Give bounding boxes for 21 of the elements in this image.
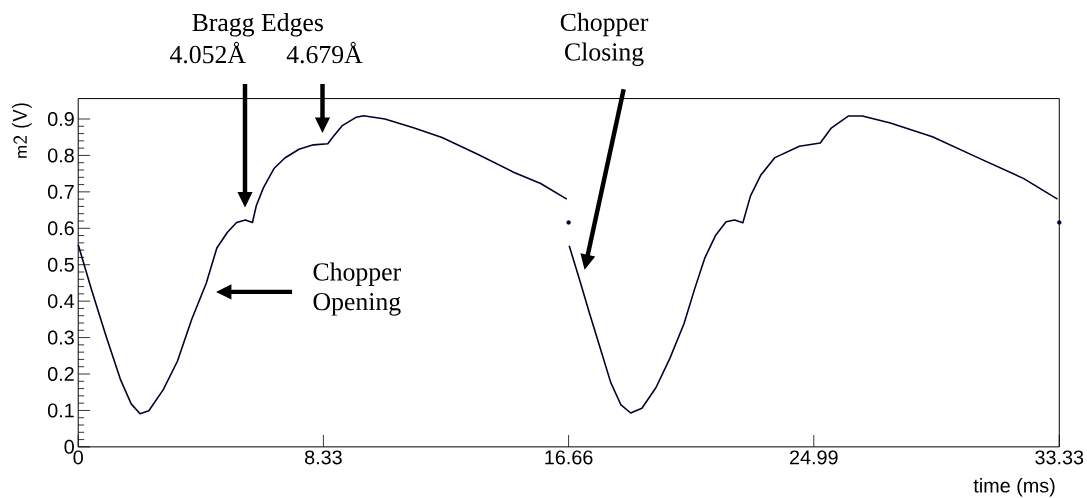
text: 4.679Å [286, 41, 363, 64]
annotation: Chopper Opening [313, 262, 401, 316]
x-axis-title: time (ms) [973, 478, 1055, 497]
y-tick-label: 0.5 [47, 257, 74, 272]
x-tick-label: 8.33 [304, 450, 342, 465]
y-axis-title: m2 (V) [11, 103, 32, 158]
y-tick-label: 0.8 [47, 148, 74, 163]
x-tick-label: 16.66 [545, 450, 593, 465]
y-tick-label: 0.4 [47, 294, 75, 309]
y-tick-label: 0.1 [47, 403, 74, 418]
x-tick-label: 24.99 [790, 450, 838, 465]
y-tick-label: 0.2 [47, 367, 74, 382]
x-tick-label: 33.33 [1035, 450, 1084, 465]
text: Bragg Edges [192, 13, 323, 37]
text: Chopper Closing [560, 12, 649, 66]
text: 4.052Å [169, 41, 246, 64]
y-tick-label: 0.6 [47, 221, 74, 236]
y-tick-label: 0.3 [47, 330, 74, 345]
y-tick-label: 0 [64, 439, 74, 454]
y-tick-label: 0.7 [47, 184, 74, 199]
y-tick-label: 0.9 [47, 112, 74, 127]
